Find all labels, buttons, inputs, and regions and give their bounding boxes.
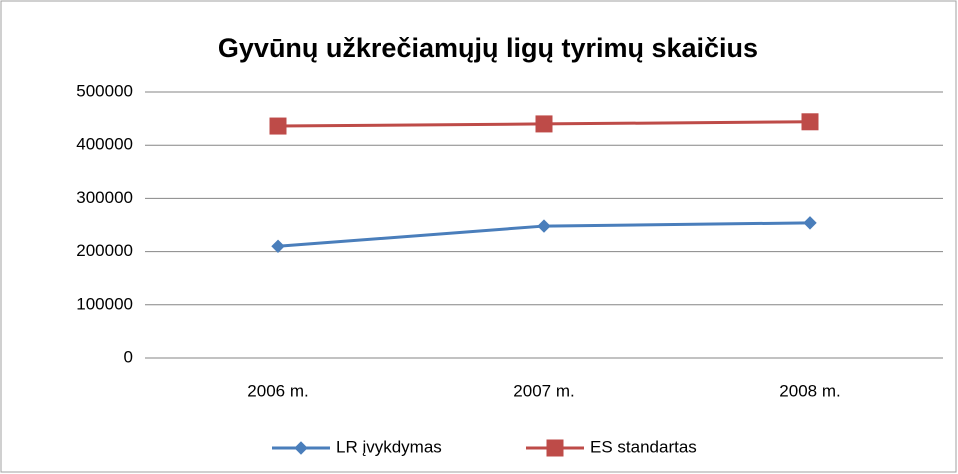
y-tick-label: 100000 [76, 294, 133, 313]
chart-title: Gyvūnų užkrečiamųjų ligų tyrimų skaičius [218, 33, 758, 63]
y-tick-label: 300000 [76, 188, 133, 207]
data-point [801, 113, 819, 131]
y-tick-label: 400000 [76, 135, 133, 154]
y-tick-label: 0 [124, 347, 133, 366]
data-point [803, 216, 817, 230]
legend-marker [294, 441, 308, 455]
x-tick-label: 2008 m. [779, 381, 840, 400]
y-tick-label: 500000 [76, 81, 133, 100]
data-point [269, 117, 287, 135]
legend-label: ES standartas [590, 437, 697, 456]
data-point [535, 115, 553, 133]
x-tick-label: 2007 m. [513, 381, 574, 400]
legend-marker [546, 439, 564, 457]
x-tick-label: 2006 m. [247, 381, 308, 400]
legend-label: LR įvykdymas [336, 437, 442, 456]
y-tick-label: 200000 [76, 241, 133, 260]
data-point [537, 219, 551, 233]
data-point [271, 239, 285, 253]
